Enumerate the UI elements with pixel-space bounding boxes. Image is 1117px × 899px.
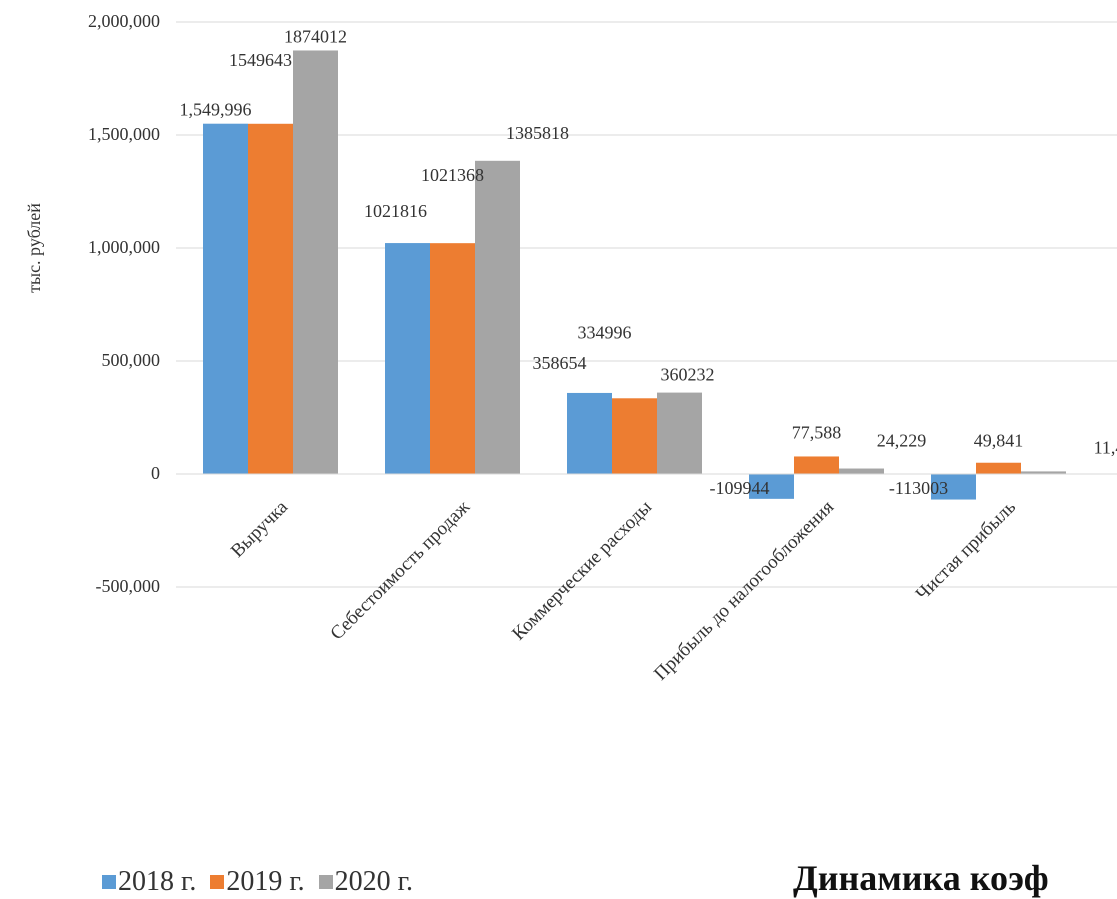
data-label: 49,841: [974, 431, 1024, 451]
legend-label: 2020 г.: [334, 866, 413, 897]
page-heading-fragment: Динамика коэф: [793, 858, 1049, 898]
bar-selling-expenses-3: [657, 392, 702, 474]
bar-selling-expenses-2: [612, 398, 657, 474]
y-axis-label: тыс. рублей: [24, 203, 44, 293]
legend-swatch: [102, 875, 116, 889]
data-labels: 1,549,996 1549643 1874012 1021816 1021368 138…: [180, 26, 1117, 498]
y-tick-label: -500,000: [96, 576, 161, 596]
category-labels: Выручка Себестоимость продаж Коммерческие …: [227, 496, 1020, 685]
bars: [203, 50, 1066, 500]
category-label: Коммерческие расходы: [508, 497, 656, 645]
bar-net-profit-1: [931, 474, 976, 500]
y-axis-ticks: 2,000,000 1,500,000 1,000,000 500,000 0 -500,…: [88, 11, 160, 596]
bar-revenue-2: [248, 123, 293, 474]
y-tick-label: 1,500,000: [88, 124, 160, 144]
y-tick-label: 2,000,000: [88, 11, 160, 31]
category-label: Чистая прибыль: [912, 496, 1020, 604]
data-label: 1021816: [364, 201, 427, 221]
legend-item: 2020 г.: [318, 866, 413, 897]
data-label: 1021368: [421, 165, 484, 185]
bar-profit-before-tax-3: [839, 468, 884, 474]
data-label: 358654: [533, 353, 587, 373]
bar-revenue-1: [203, 123, 248, 475]
data-label: 360232: [661, 365, 715, 385]
legend-label: 2018 г.: [118, 866, 197, 897]
y-tick-label: 500,000: [102, 350, 161, 370]
category-label: Себестоимость продаж: [326, 496, 474, 644]
bar-profit-before-tax-1: [749, 474, 794, 499]
data-label: 1874012: [284, 26, 347, 46]
legend-item: 2019 г.: [210, 866, 305, 897]
bar-cost-of-sales-3: [475, 160, 520, 475]
data-label: -109944: [710, 478, 770, 498]
data-label: 11,43: [1094, 437, 1117, 457]
category-label: Выручка: [227, 496, 293, 562]
data-label: 1385818: [506, 123, 569, 143]
bar-cost-of-sales-1: [385, 243, 430, 474]
category-label: Прибыль до налогообложения: [650, 497, 838, 685]
bar-revenue-3: [293, 50, 338, 474]
bar-net-profit-2: [976, 462, 1021, 474]
data-label: 77,588: [792, 422, 842, 442]
bar-profit-before-tax-2: [794, 456, 839, 474]
legend-item: 2018 г.: [102, 868, 196, 896]
bar-cost-of-sales-2: [430, 243, 475, 474]
legend-swatch: [210, 875, 225, 889]
bar-net-profit-3: [1021, 471, 1066, 474]
legend-swatch: [318, 875, 333, 889]
y-tick-label: 0: [151, 463, 160, 483]
data-label: 1549643: [229, 50, 292, 70]
y-tick-label: 1,000,000: [88, 237, 160, 257]
bar-selling-expenses-1: [567, 392, 612, 474]
data-label: 24,229: [877, 431, 927, 451]
data-label: 1,549,996: [180, 100, 252, 120]
legend-label: 2019 г.: [226, 866, 305, 897]
data-label: -113003: [889, 478, 948, 498]
legend: 2018 г. 2019 г. 2020 г.: [102, 868, 413, 896]
data-label: 334996: [578, 322, 632, 342]
